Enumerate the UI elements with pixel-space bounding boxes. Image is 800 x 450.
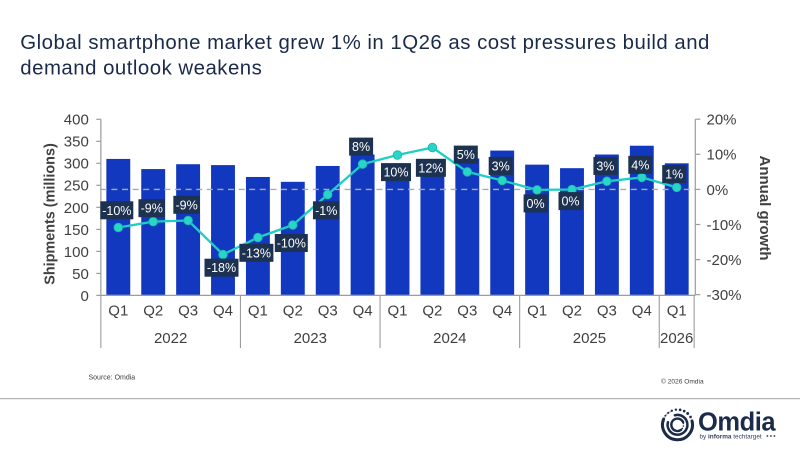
svg-text:Q3: Q3 bbox=[457, 303, 477, 320]
svg-text:250: 250 bbox=[64, 178, 89, 195]
svg-text:4%: 4% bbox=[631, 158, 649, 172]
svg-text:-10%: -10% bbox=[277, 237, 306, 251]
svg-text:-13%: -13% bbox=[242, 246, 271, 260]
svg-text:0%: 0% bbox=[561, 195, 579, 209]
svg-text:Q1: Q1 bbox=[527, 303, 547, 320]
svg-text:-9%: -9% bbox=[175, 198, 197, 212]
svg-text:2023: 2023 bbox=[294, 330, 327, 347]
svg-text:Q4: Q4 bbox=[213, 303, 233, 320]
svg-text:-9%: -9% bbox=[141, 202, 163, 216]
svg-text:demand outlook weakens: demand outlook weakens bbox=[20, 57, 262, 79]
svg-text:Q1: Q1 bbox=[387, 303, 407, 320]
svg-text:20%: 20% bbox=[707, 112, 737, 129]
svg-text:2025: 2025 bbox=[573, 330, 606, 347]
svg-text:10%: 10% bbox=[707, 147, 737, 164]
svg-text:Q2: Q2 bbox=[562, 303, 582, 320]
svg-text:Global smartphone market grew: Global smartphone market grew 1% in 1Q26… bbox=[20, 32, 710, 54]
svg-text:-20%: -20% bbox=[707, 252, 742, 269]
svg-text:-10%: -10% bbox=[102, 204, 131, 218]
svg-text:Q3: Q3 bbox=[178, 303, 198, 320]
svg-text:Source: Omdia: Source: Omdia bbox=[89, 374, 136, 381]
svg-text:Q2: Q2 bbox=[283, 303, 303, 320]
svg-text:2026: 2026 bbox=[660, 330, 693, 347]
svg-text:-18%: -18% bbox=[207, 261, 236, 275]
svg-text:2022: 2022 bbox=[154, 330, 187, 347]
svg-text:1%: 1% bbox=[665, 168, 683, 182]
svg-text:400: 400 bbox=[64, 112, 89, 129]
svg-text:12%: 12% bbox=[418, 161, 443, 175]
svg-text:Q3: Q3 bbox=[597, 303, 617, 320]
svg-text:5%: 5% bbox=[457, 148, 475, 162]
svg-text:Q3: Q3 bbox=[318, 303, 338, 320]
svg-text:-1%: -1% bbox=[315, 204, 337, 218]
svg-text:Shipments (millions): Shipments (millions) bbox=[43, 143, 59, 285]
svg-text:0%: 0% bbox=[707, 182, 729, 199]
svg-text:-10%: -10% bbox=[707, 217, 742, 234]
svg-text:Q2: Q2 bbox=[422, 303, 442, 320]
svg-text:350: 350 bbox=[64, 134, 89, 151]
svg-text:-30%: -30% bbox=[707, 287, 742, 304]
svg-text:Omdia: Omdia bbox=[698, 409, 776, 437]
svg-text:Q4: Q4 bbox=[492, 303, 512, 320]
svg-text:2024: 2024 bbox=[433, 330, 466, 347]
svg-text:8%: 8% bbox=[352, 140, 370, 154]
svg-text:Q2: Q2 bbox=[143, 303, 163, 320]
svg-text:50: 50 bbox=[72, 266, 89, 283]
svg-text:100: 100 bbox=[64, 244, 89, 261]
svg-text:Q1: Q1 bbox=[248, 303, 268, 320]
svg-text:0%: 0% bbox=[527, 197, 545, 211]
svg-text:10%: 10% bbox=[383, 166, 408, 180]
svg-text:Q1: Q1 bbox=[667, 303, 687, 320]
svg-text:Q4: Q4 bbox=[632, 303, 652, 320]
svg-text:200: 200 bbox=[64, 200, 89, 217]
svg-text:Q4: Q4 bbox=[353, 303, 373, 320]
svg-text:3%: 3% bbox=[596, 159, 614, 173]
svg-text:© 2026 Omdia: © 2026 Omdia bbox=[661, 378, 704, 386]
svg-text:3%: 3% bbox=[492, 159, 510, 173]
svg-text:by informa techtarget: by informa techtarget bbox=[700, 434, 762, 441]
svg-text:Q1: Q1 bbox=[108, 303, 128, 320]
svg-text:150: 150 bbox=[64, 222, 89, 239]
svg-text:Annual growth: Annual growth bbox=[756, 156, 773, 261]
svg-text:300: 300 bbox=[64, 156, 89, 173]
svg-text:0: 0 bbox=[80, 288, 88, 305]
